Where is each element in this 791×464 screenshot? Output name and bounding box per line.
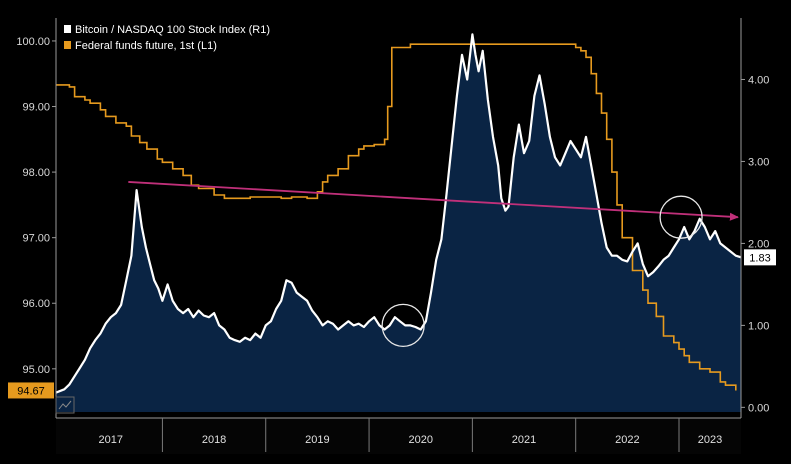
x-tick-label: 2018: [202, 434, 226, 446]
legend-label: Federal funds future, 1st (L1): [75, 40, 217, 52]
right-last-value: 1.83: [749, 252, 770, 264]
x-axis-band: [56, 418, 741, 454]
legend: Bitcoin / NASDAQ 100 Stock Index (R1) Fed…: [58, 22, 323, 62]
chart-settings-icon[interactable]: [55, 396, 75, 414]
left-tick-label: 100.00: [16, 36, 50, 48]
x-tick-label: 2020: [408, 434, 432, 446]
legend-swatch: [64, 25, 71, 33]
right-tick-label: 2.00: [748, 238, 769, 250]
last-value-badges: 94.67 1.83: [8, 249, 776, 399]
right-tick-label: 0.00: [748, 402, 769, 414]
circle-marker-1: [381, 303, 425, 348]
left-tick-label: 99.00: [22, 102, 50, 114]
legend-label: Bitcoin / NASDAQ 100 Stock Index (R1): [75, 24, 270, 36]
left-tick-label: 97.00: [22, 233, 50, 245]
x-tick-label: 2021: [512, 434, 536, 446]
right-tick-label: 3.00: [748, 156, 769, 168]
plot-area: [56, 33, 741, 412]
left-tick-label: 96.00: [22, 298, 50, 310]
left-last-value-badge: [8, 382, 54, 399]
legend-background: [58, 22, 323, 62]
x-axis-ticks: 2017 2018 2019 2020 2021 2022 2023: [99, 418, 722, 452]
right-last-value-badge: [744, 249, 776, 266]
x-tick-label: 2023: [698, 434, 722, 446]
x-tick-label: 2022: [615, 434, 639, 446]
fed-funds-line: [56, 43, 737, 391]
right-tick-label: 1.00: [748, 320, 769, 332]
left-tick-label: 98.00: [22, 167, 50, 179]
legend-swatch: [64, 41, 71, 49]
left-tick-label: 95.00: [22, 364, 50, 376]
circle-marker-2: [659, 195, 703, 239]
btc-area-fill: [56, 34, 741, 412]
right-tick-label: 4.00: [748, 74, 769, 86]
right-axis-ticks: 0.00 1.00 2.00 3.00 4.00: [741, 74, 769, 414]
left-axis-ticks: 95.00 96.00 97.00 98.00 99.00 100.00: [16, 36, 56, 376]
x-tick-label: 2019: [305, 434, 329, 446]
trend-arrow: [128, 181, 739, 221]
x-tick-label: 2017: [99, 434, 123, 446]
left-last-value: 94.67: [17, 385, 45, 397]
btc-nasdaq-line: [56, 33, 741, 394]
